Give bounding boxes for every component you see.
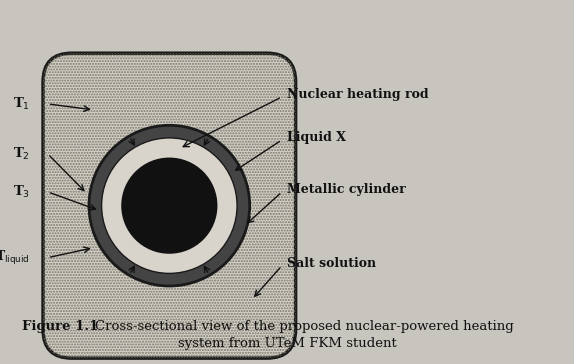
FancyBboxPatch shape (43, 53, 296, 358)
Text: Cross-sectional view of the proposed nuclear-powered heating: Cross-sectional view of the proposed nuc… (95, 320, 514, 333)
Text: system from UTeM FKM student: system from UTeM FKM student (177, 337, 397, 350)
Circle shape (89, 125, 250, 286)
Text: T$_{\rm liquid}$: T$_{\rm liquid}$ (0, 249, 30, 267)
Text: Figure 1.1: Figure 1.1 (22, 320, 98, 333)
Text: Metallic cylinder: Metallic cylinder (287, 183, 406, 197)
Text: Salt solution: Salt solution (287, 257, 376, 270)
Circle shape (122, 159, 216, 253)
Text: T$_1$: T$_1$ (13, 96, 30, 112)
Text: T$_2$: T$_2$ (13, 146, 30, 162)
Text: Liquid X: Liquid X (287, 131, 346, 145)
Text: Nuclear heating rod: Nuclear heating rod (287, 88, 429, 102)
Circle shape (102, 138, 237, 273)
Text: T$_3$: T$_3$ (13, 184, 30, 200)
